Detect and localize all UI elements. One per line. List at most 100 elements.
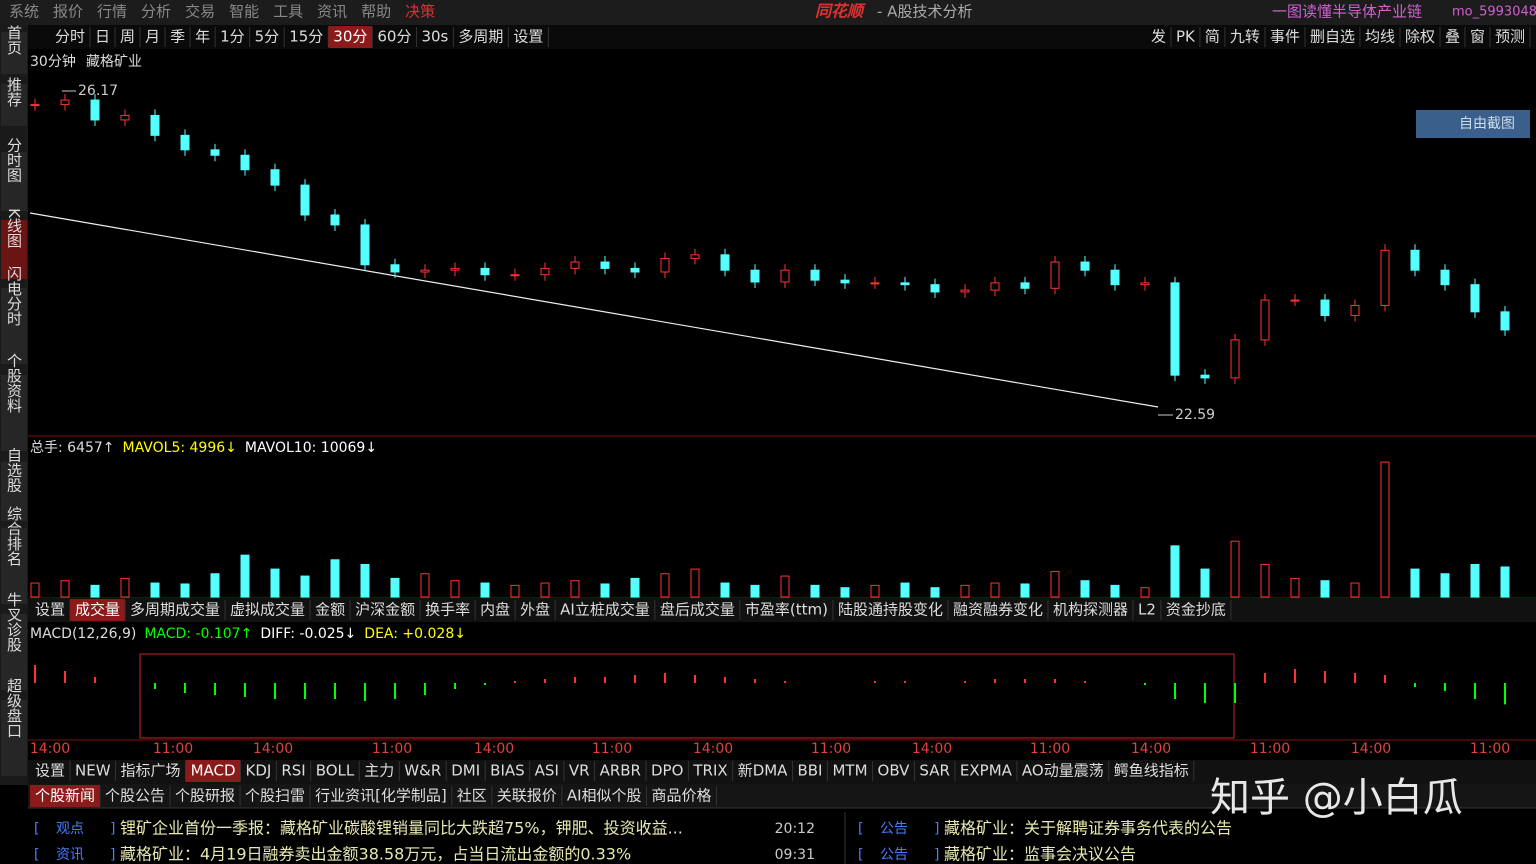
news-tab[interactable]: AI相似个股 <box>567 787 642 805</box>
indicator-tab[interactable]: 鳄鱼线指标 <box>1114 762 1189 780</box>
menu-item[interactable]: 行情 <box>97 3 127 21</box>
volume-tab[interactable]: 融资融券变化 <box>953 601 1043 619</box>
period-button[interactable]: 分时 <box>55 28 85 46</box>
news-tag[interactable]: 公告 <box>880 847 908 863</box>
tool-button[interactable]: 除权 <box>1405 28 1435 46</box>
period-button[interactable]: 设置 <box>513 28 543 46</box>
indicator-tab-bg[interactable] <box>185 760 241 782</box>
sidebar-tab[interactable] <box>1 375 27 451</box>
volume-tab[interactable]: 盘后成交量 <box>660 601 735 619</box>
sidebar-tab[interactable] <box>1 700 27 776</box>
volume-tab[interactable]: 多周期成交量 <box>130 601 220 619</box>
volume-tab[interactable]: 资金抄底 <box>1166 601 1226 619</box>
volume-tab[interactable]: 外盘 <box>520 601 550 619</box>
news-title[interactable]: 锂矿企业首份一季报：藏格矿业碳酸锂销量同比大跌超75%，钾肥、投资收益... <box>120 819 683 838</box>
indicator-tab[interactable]: NEW <box>75 762 111 780</box>
tool-button[interactable]: 发 <box>1151 28 1166 46</box>
menu-item[interactable]: 系统 <box>9 3 39 21</box>
tool-button[interactable]: 事件 <box>1270 28 1300 46</box>
indicator-tab[interactable]: DMI <box>451 762 480 780</box>
user[interactable]: mo_5993048 <box>1452 5 1536 20</box>
sidebar-label[interactable]: 分时图 <box>5 138 23 183</box>
news-tag[interactable]: 资讯 <box>56 847 84 863</box>
menu-item[interactable]: 资讯 <box>317 3 347 21</box>
indicator-tab[interactable]: MACD <box>191 762 236 780</box>
tool-button[interactable]: 叠 <box>1445 28 1460 46</box>
menu-item[interactable]: 决策 <box>405 3 435 21</box>
volume-tab[interactable]: 内盘 <box>480 601 510 619</box>
period-button[interactable]: 日 <box>95 28 110 46</box>
sidebar-label[interactable]: 首页 <box>5 25 23 55</box>
news-tab[interactable]: 行业资讯[化学制品] <box>315 787 447 805</box>
volume-tab[interactable]: 陆股通持股变化 <box>838 601 943 619</box>
menu-item[interactable]: 分析 <box>141 3 171 21</box>
tool-button[interactable]: 九转 <box>1230 28 1260 46</box>
news-title[interactable]: 藏格矿业：4月19日融券卖出金额38.58万元，占当日流出金额的0.33% <box>120 845 631 864</box>
period-button[interactable]: 15分 <box>289 28 323 46</box>
sidebar-label[interactable]: K线图 <box>5 208 23 248</box>
tool-button[interactable]: 窗 <box>1470 28 1485 46</box>
period-button[interactable]: 多周期 <box>458 28 503 46</box>
news-tab[interactable]: 个股新闻 <box>35 787 95 805</box>
news-tag[interactable]: 公告 <box>880 821 908 837</box>
indicator-tab[interactable]: BBI <box>797 762 822 780</box>
indicator-tab[interactable]: VR <box>569 762 590 780</box>
indicator-tab[interactable]: W&R <box>404 762 441 780</box>
indicator-tab[interactable]: 指标广场 <box>121 762 181 780</box>
indicator-tab[interactable]: 主力 <box>364 762 394 780</box>
news-tab[interactable]: 商品价格 <box>652 787 712 805</box>
period-button[interactable]: 60分 <box>377 28 411 46</box>
indicator-tab[interactable]: DPO <box>651 762 683 780</box>
period-button[interactable]: 月 <box>145 28 160 46</box>
sidebar-label[interactable]: 个股资料 <box>5 353 23 413</box>
volume-tab[interactable]: 换手率 <box>425 601 470 619</box>
screenshot-label[interactable]: 自由截图 <box>1459 116 1515 132</box>
period-button[interactable]: 30s <box>421 28 448 46</box>
volume-tab[interactable]: 虚拟成交量 <box>230 601 305 619</box>
indicator-tab[interactable]: OBV <box>878 762 911 780</box>
indicator-tab[interactable]: AO动量震荡 <box>1022 762 1104 780</box>
indicator-tab[interactable]: EXPMA <box>960 762 1013 780</box>
sidebar-tab[interactable] <box>1 220 27 279</box>
volume-tab[interactable]: 金额 <box>315 601 345 619</box>
menu-item[interactable]: 报价 <box>53 3 83 21</box>
news-tag[interactable]: 观点 <box>56 821 84 837</box>
sidebar-tab[interactable] <box>1 32 27 74</box>
sidebar-tab[interactable] <box>1 288 27 364</box>
volume-tab[interactable]: 设置 <box>35 601 65 619</box>
tool-button[interactable]: 删自选 <box>1310 28 1355 46</box>
sidebar-label[interactable]: 超级盘口 <box>5 678 23 738</box>
sidebar-label[interactable]: 推荐 <box>5 77 23 107</box>
volume-tab[interactable]: L2 <box>1138 601 1156 619</box>
sidebar-label[interactable]: 闪电分时 <box>5 266 23 326</box>
volume-tab-bg[interactable] <box>70 599 126 621</box>
indicator-tab[interactable]: 设置 <box>35 762 65 780</box>
indicator-tab[interactable]: SAR <box>919 762 949 780</box>
sidebar-tab[interactable] <box>1 84 27 126</box>
news-tab[interactable]: 个股扫雷 <box>245 787 305 805</box>
sidebar-tab[interactable] <box>1 614 27 690</box>
sidebar-tab[interactable] <box>1 528 27 604</box>
sidebar-tab[interactable] <box>1 152 27 211</box>
period-button-bg[interactable] <box>328 26 373 48</box>
period-button[interactable]: 季 <box>170 28 185 46</box>
period-button[interactable]: 30分 <box>333 28 367 46</box>
indicator-tab[interactable]: RSI <box>281 762 305 780</box>
sidebar-label[interactable]: 自选股 <box>5 448 23 494</box>
tool-button[interactable]: PK <box>1176 28 1196 46</box>
news-tab[interactable]: 个股公告 <box>105 787 165 805</box>
news-tab[interactable]: 社区 <box>457 787 487 805</box>
menu-item[interactable]: 智能 <box>229 3 259 21</box>
period-button[interactable]: 1分 <box>220 28 245 46</box>
indicator-tab[interactable]: ASI <box>535 762 559 780</box>
indicator-tab[interactable]: KDJ <box>246 762 272 780</box>
indicator-tab[interactable]: TRIX <box>692 762 727 780</box>
sidebar-tab[interactable] <box>1 462 27 521</box>
sidebar-label[interactable]: 综合排名 <box>5 506 23 566</box>
menu-item[interactable]: 帮助 <box>361 3 391 21</box>
period-button[interactable]: 5分 <box>255 28 280 46</box>
tool-button[interactable]: 简 <box>1205 28 1220 46</box>
volume-tab[interactable]: 机构探测器 <box>1053 601 1128 619</box>
indicator-tab[interactable]: ARBR <box>600 762 641 780</box>
indicator-tab[interactable]: 新DMA <box>738 762 788 780</box>
